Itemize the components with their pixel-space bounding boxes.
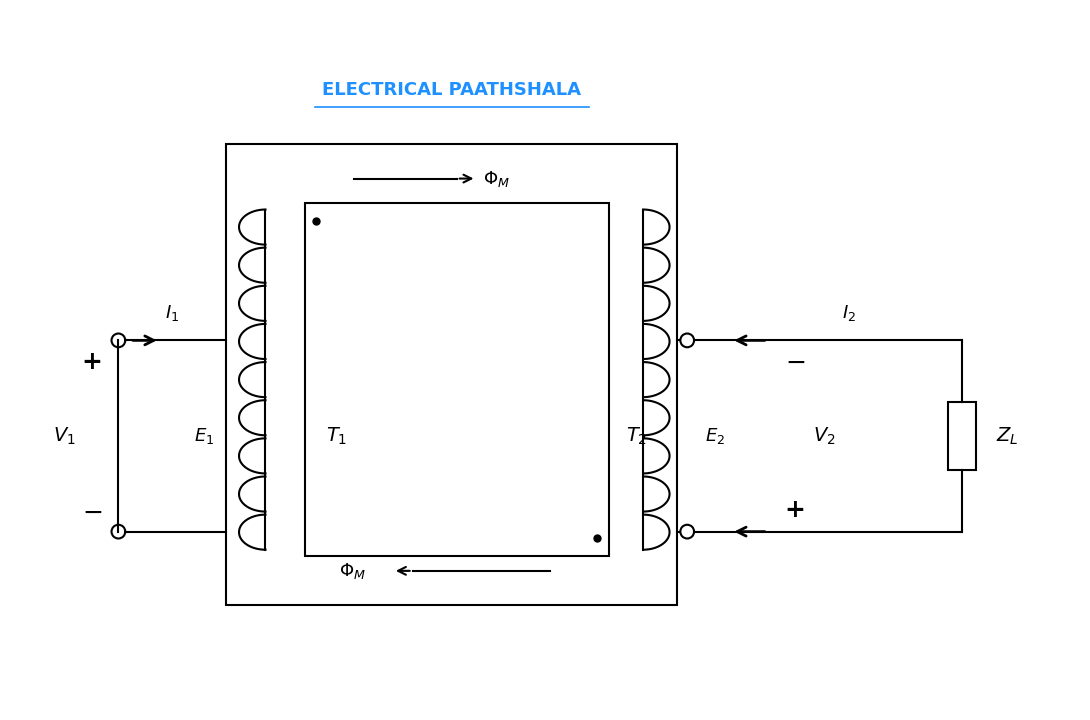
Text: $\Phi_M$: $\Phi_M$ xyxy=(339,561,365,581)
Text: $V_1$: $V_1$ xyxy=(53,426,76,446)
Text: $-$: $-$ xyxy=(82,500,102,524)
Text: $I_2$: $I_2$ xyxy=(843,302,857,323)
Text: $V_2$: $V_2$ xyxy=(813,426,836,446)
Text: $Z_L$: $Z_L$ xyxy=(996,426,1019,446)
Text: $E_1$: $E_1$ xyxy=(194,426,215,446)
Text: $T_2$: $T_2$ xyxy=(627,426,647,446)
Text: $T_1$: $T_1$ xyxy=(326,426,348,446)
Text: ELECTRICAL PAATHSHALA: ELECTRICAL PAATHSHALA xyxy=(323,81,581,99)
Text: $I_1$: $I_1$ xyxy=(166,302,180,323)
Text: +: + xyxy=(785,498,806,522)
Text: +: + xyxy=(82,350,102,374)
Text: $-$: $-$ xyxy=(785,350,806,374)
Text: $\Phi_M$: $\Phi_M$ xyxy=(483,168,510,189)
Text: $E_2$: $E_2$ xyxy=(705,426,725,446)
